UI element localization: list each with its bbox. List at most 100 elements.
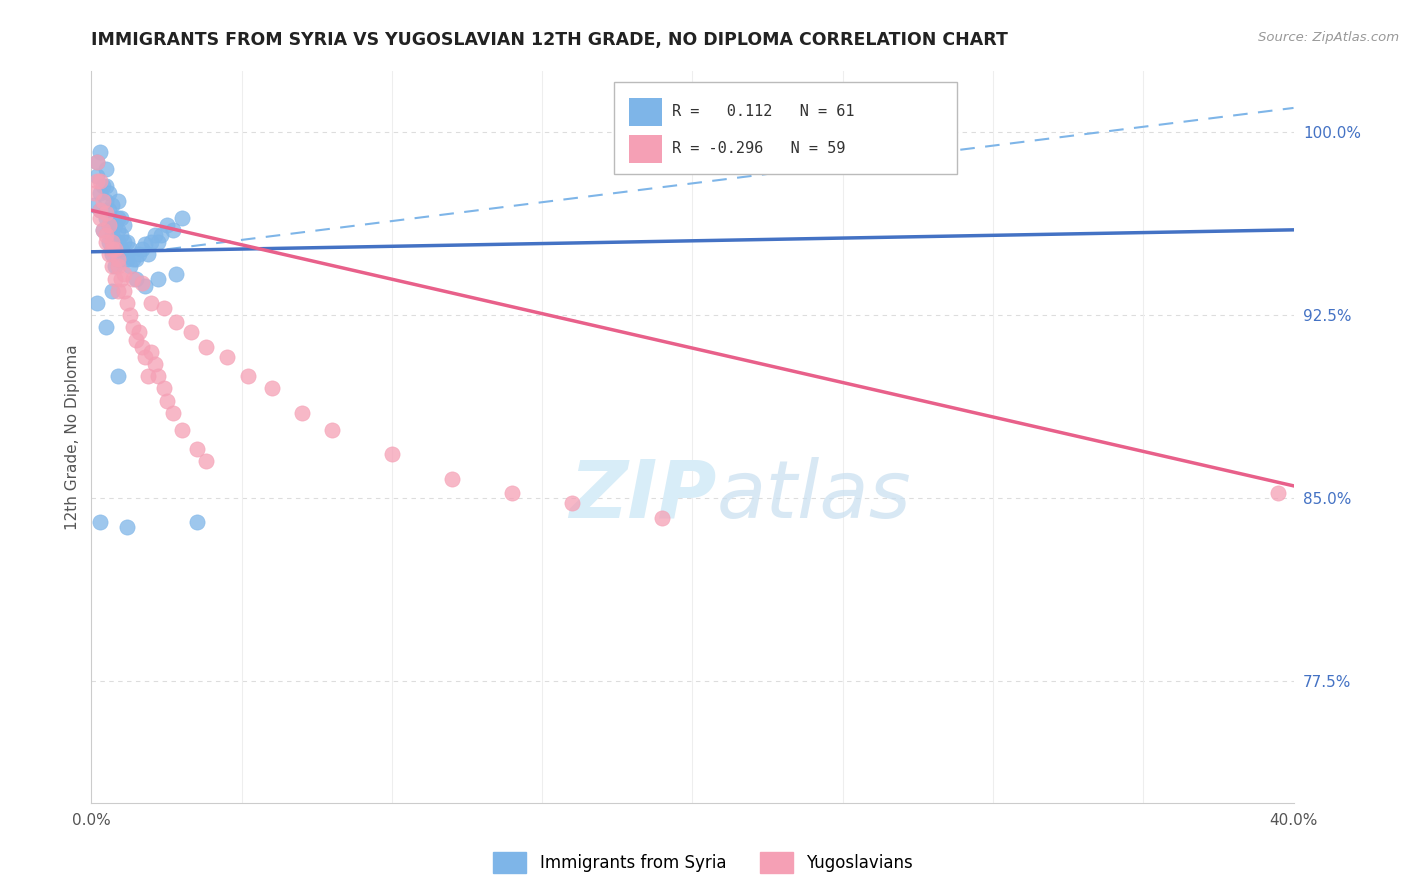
Point bbox=[114, 267, 136, 281]
Text: atlas: atlas bbox=[717, 457, 911, 534]
Point bbox=[98, 235, 121, 249]
Point bbox=[104, 271, 127, 285]
Point bbox=[1267, 486, 1289, 500]
FancyBboxPatch shape bbox=[614, 82, 957, 174]
Point bbox=[141, 235, 163, 249]
Point bbox=[152, 381, 174, 395]
Point bbox=[96, 211, 118, 225]
Point bbox=[86, 174, 108, 188]
Point bbox=[107, 235, 129, 249]
Point bbox=[155, 393, 177, 408]
Bar bbox=[628, 98, 662, 126]
Point bbox=[131, 340, 153, 354]
Point bbox=[131, 277, 153, 291]
Point bbox=[186, 442, 208, 457]
Point bbox=[120, 243, 142, 257]
Point bbox=[125, 271, 148, 285]
Point bbox=[89, 145, 111, 159]
Point bbox=[93, 178, 115, 193]
Point bbox=[146, 271, 169, 285]
Point bbox=[117, 520, 139, 534]
Point bbox=[98, 247, 121, 261]
Point bbox=[501, 486, 523, 500]
Point bbox=[96, 194, 118, 208]
Point bbox=[96, 235, 118, 249]
Point bbox=[101, 235, 124, 249]
Point bbox=[125, 252, 148, 266]
Text: R = -0.296   N = 59: R = -0.296 N = 59 bbox=[672, 141, 845, 156]
Point bbox=[101, 284, 124, 298]
Point bbox=[155, 218, 177, 232]
Point bbox=[236, 369, 259, 384]
Point bbox=[117, 252, 139, 266]
Point bbox=[83, 186, 105, 201]
Point bbox=[104, 235, 127, 249]
Point bbox=[86, 169, 108, 184]
Point bbox=[114, 235, 136, 249]
Point bbox=[117, 235, 139, 249]
Point bbox=[89, 186, 111, 201]
Point bbox=[89, 516, 111, 530]
Point bbox=[107, 223, 129, 237]
Point bbox=[194, 340, 217, 354]
Point bbox=[143, 227, 166, 242]
Point bbox=[110, 227, 132, 242]
Point bbox=[321, 423, 343, 437]
Point bbox=[260, 381, 283, 395]
Point bbox=[98, 218, 121, 232]
Point bbox=[162, 223, 184, 237]
Point bbox=[146, 235, 169, 249]
Point bbox=[101, 260, 124, 274]
Point bbox=[561, 496, 583, 510]
Text: R =   0.112   N = 61: R = 0.112 N = 61 bbox=[672, 104, 855, 120]
Point bbox=[107, 194, 129, 208]
Point bbox=[134, 237, 156, 252]
Point bbox=[93, 223, 115, 237]
Point bbox=[291, 406, 314, 420]
Point bbox=[122, 252, 145, 266]
Point bbox=[107, 260, 129, 274]
Point bbox=[89, 211, 111, 225]
Point bbox=[96, 178, 118, 193]
Point bbox=[143, 357, 166, 371]
Point bbox=[101, 215, 124, 229]
Point bbox=[98, 186, 121, 201]
Point bbox=[110, 211, 132, 225]
Point bbox=[651, 510, 673, 524]
Point bbox=[170, 211, 193, 225]
Point bbox=[162, 406, 184, 420]
Point bbox=[104, 260, 127, 274]
Point bbox=[96, 227, 118, 242]
Point bbox=[131, 243, 153, 257]
Legend: Immigrants from Syria, Yugoslavians: Immigrants from Syria, Yugoslavians bbox=[486, 846, 920, 880]
Point bbox=[180, 325, 202, 339]
Point bbox=[96, 320, 118, 334]
Point bbox=[114, 218, 136, 232]
Point bbox=[93, 223, 115, 237]
Point bbox=[165, 316, 187, 330]
Point bbox=[101, 243, 124, 257]
Point bbox=[107, 369, 129, 384]
Point bbox=[141, 344, 163, 359]
Point bbox=[89, 174, 111, 188]
Point bbox=[381, 447, 404, 461]
Point bbox=[107, 252, 129, 266]
Point bbox=[138, 369, 160, 384]
Point bbox=[89, 203, 111, 218]
Point bbox=[86, 296, 108, 310]
Point bbox=[114, 247, 136, 261]
Y-axis label: 12th Grade, No Diploma: 12th Grade, No Diploma bbox=[65, 344, 80, 530]
Point bbox=[114, 284, 136, 298]
Point bbox=[89, 203, 111, 218]
Point bbox=[98, 203, 121, 218]
Point bbox=[149, 227, 172, 242]
Point bbox=[120, 308, 142, 322]
Point bbox=[134, 350, 156, 364]
Text: IMMIGRANTS FROM SYRIA VS YUGOSLAVIAN 12TH GRADE, NO DIPLOMA CORRELATION CHART: IMMIGRANTS FROM SYRIA VS YUGOSLAVIAN 12T… bbox=[91, 31, 1008, 49]
Point bbox=[101, 247, 124, 261]
Point bbox=[107, 284, 129, 298]
Point bbox=[128, 247, 150, 261]
Point bbox=[110, 243, 132, 257]
Point bbox=[170, 423, 193, 437]
Point bbox=[152, 301, 174, 315]
